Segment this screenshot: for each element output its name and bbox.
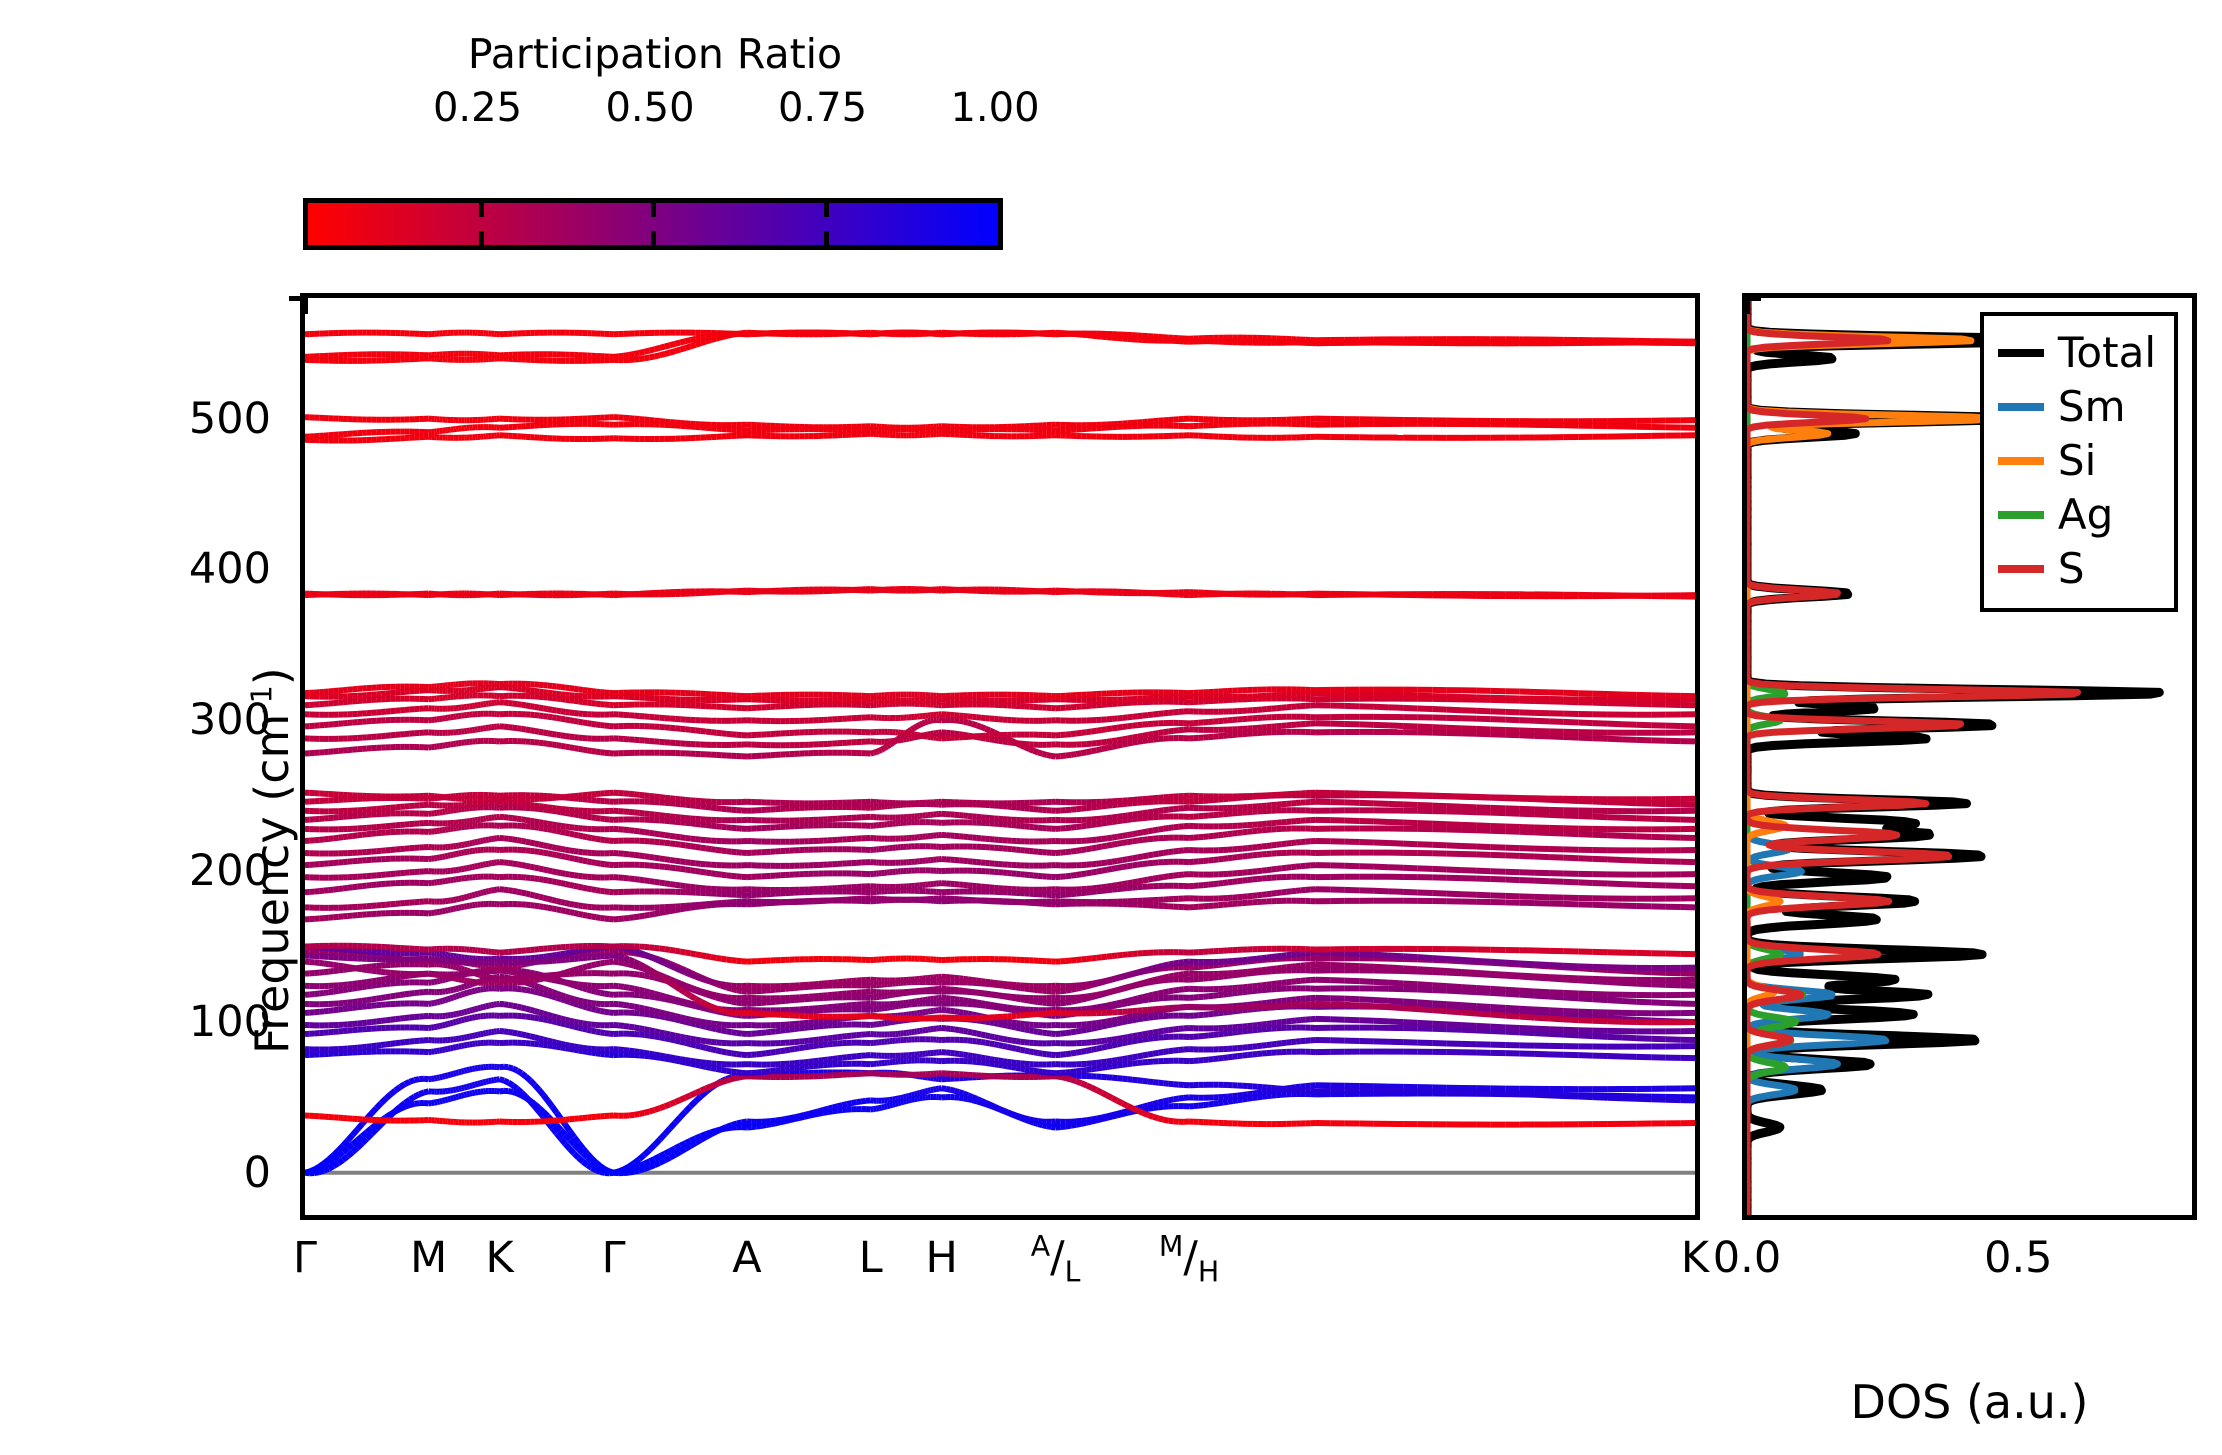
band-x-tick-label: Γ (293, 1233, 317, 1283)
legend-label: Si (2057, 436, 2097, 485)
band-x-tick-label: K (1680, 1233, 1710, 1283)
band-x-tick-label: H (925, 1233, 958, 1283)
band-x-tick-label: M (410, 1233, 448, 1283)
band-x-tick-label: A/L (1030, 1230, 1081, 1289)
legend-item[interactable]: Sm (1997, 380, 2156, 434)
band-y-tick-label: 300 (188, 695, 271, 746)
legend-item[interactable]: Ag (1997, 488, 2156, 542)
colorbar-tick-label: 1.00 (950, 85, 1040, 131)
band-structure-plot (305, 329, 1695, 1177)
band-y-tick-label: 500 (188, 393, 271, 444)
dos-x-axis-title: DOS (a.u.) (1850, 1375, 2089, 1429)
band-y-tick-label: 100 (188, 996, 271, 1047)
legend-color-swatch (1997, 349, 2044, 357)
dos-plot (1747, 298, 2164, 1215)
legend-label: Total (2057, 328, 2156, 377)
colorbar-title: Participation Ratio (467, 30, 843, 78)
legend-label: Ag (2057, 490, 2114, 539)
colorbar-tick-labels: 0.25 0.50 0.75 1.00 (305, 85, 1040, 131)
legend-color-swatch (1997, 457, 2044, 465)
band-x-tick-label: K (485, 1233, 514, 1283)
band-y-tick (289, 296, 305, 301)
band-x-tick (303, 298, 308, 314)
band-y-tick-label: 400 (188, 544, 271, 595)
dos-legend: Total Sm Si Ag S (1979, 312, 2178, 612)
legend-label: Sm (2057, 382, 2126, 431)
band-x-tick-label: L (858, 1233, 883, 1283)
colorbar-tick-label: 0.75 (777, 85, 868, 131)
legend-color-swatch (1997, 403, 2044, 411)
colorbar-tick-label: 0.50 (605, 85, 695, 131)
legend-label: S (2057, 544, 2085, 593)
dos-axes: 0.0 0.5 Total Sm Si Ag S (1713, 293, 2197, 1283)
dos-x-tick-label: 0.5 (1984, 1233, 2053, 1283)
legend-item[interactable]: Si (1997, 434, 2156, 488)
legend-color-swatch (1997, 511, 2044, 519)
dos-x-tick-label: 0.0 (1712, 1233, 1782, 1283)
band-y-axis-title: Frequency (cm-1) (245, 667, 299, 1054)
legend-item[interactable]: Total (1997, 326, 2156, 380)
colorbar-tick (823, 231, 829, 245)
colorbar-tick (823, 203, 829, 217)
colorbar-tick (651, 231, 656, 245)
legend-item[interactable]: S (1997, 542, 2156, 596)
band-structure-axes: 0 100 200 300 400 500 Γ M K Γ A L H A/L M/H K Frequenc… (189, 293, 1709, 1287)
colorbar (303, 198, 1003, 250)
dos-y-tick (1747, 296, 1761, 301)
band-x-tick-label: Γ (601, 1233, 626, 1283)
band-x-tick-label: M/H (1158, 1230, 1220, 1289)
colorbar-tick (478, 203, 484, 217)
colorbar-tick-label: 0.25 (432, 85, 523, 131)
colorbar-tick (651, 203, 656, 217)
band-y-tick-label: 0 (243, 1147, 271, 1198)
legend-color-swatch (1997, 565, 2044, 573)
colorbar-tick (478, 231, 484, 245)
band-x-tick-label: A (732, 1233, 762, 1283)
band-y-tick-label: 200 (188, 846, 271, 897)
dos-x-tick (1745, 298, 1750, 314)
